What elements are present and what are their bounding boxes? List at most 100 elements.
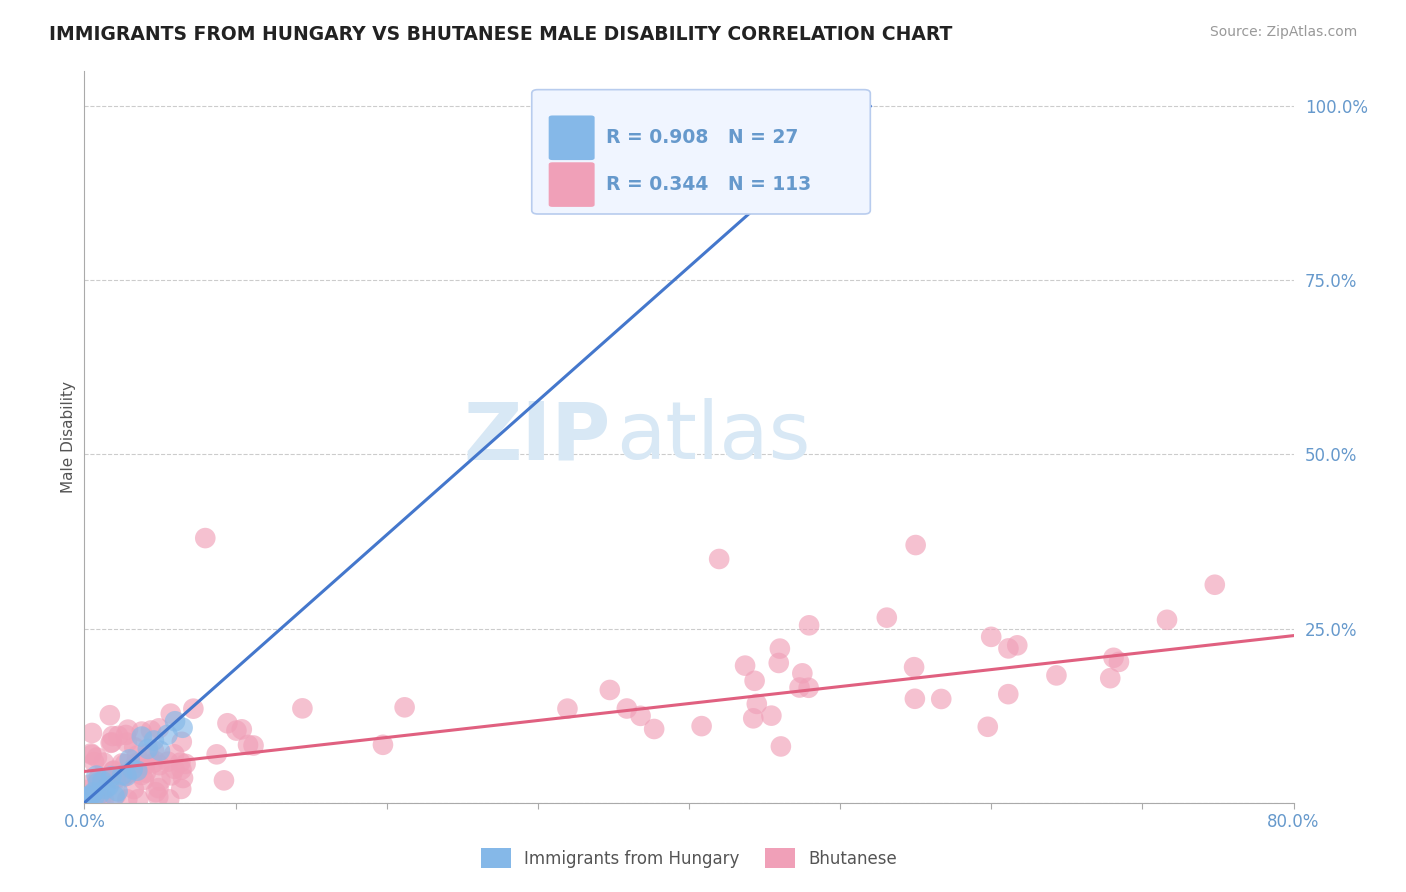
- Point: [142, 733, 165, 747]
- Point: [1099, 671, 1122, 685]
- Point: [163, 747, 186, 762]
- Point: [114, 756, 136, 771]
- Point: [86, 750, 108, 764]
- Point: [174, 756, 197, 771]
- Point: [134, 758, 156, 772]
- Point: [217, 716, 239, 731]
- Point: [132, 772, 155, 787]
- Point: [876, 610, 898, 624]
- Point: [159, 706, 181, 721]
- Point: [977, 720, 1000, 734]
- Point: [643, 722, 665, 736]
- Point: [115, 767, 138, 781]
- Point: [117, 792, 139, 806]
- Point: [115, 769, 138, 783]
- Point: [125, 748, 148, 763]
- Y-axis label: Male Disability: Male Disability: [60, 381, 76, 493]
- Point: [127, 764, 149, 778]
- Text: atlas: atlas: [616, 398, 811, 476]
- Text: Source: ZipAtlas.com: Source: ZipAtlas.com: [1209, 25, 1357, 39]
- Point: [980, 630, 1002, 644]
- Point: [115, 735, 138, 749]
- Point: [135, 765, 157, 780]
- Point: [84, 789, 107, 803]
- FancyBboxPatch shape: [548, 162, 595, 207]
- Point: [104, 789, 127, 803]
- Point: [903, 660, 925, 674]
- Point: [690, 719, 713, 733]
- Point: [163, 762, 186, 776]
- Point: [136, 742, 159, 756]
- Point: [172, 721, 194, 735]
- Point: [212, 773, 235, 788]
- Point: [769, 739, 792, 754]
- Point: [997, 687, 1019, 701]
- Point: [148, 781, 170, 796]
- Text: ZIP: ZIP: [463, 398, 610, 476]
- Point: [100, 736, 122, 750]
- Point: [82, 785, 104, 799]
- Point: [225, 723, 247, 738]
- Point: [93, 792, 115, 806]
- Point: [371, 738, 394, 752]
- Point: [83, 755, 105, 769]
- Point: [111, 768, 134, 782]
- Point: [742, 711, 765, 725]
- Point: [291, 701, 314, 715]
- Point: [630, 709, 652, 723]
- Point: [103, 764, 125, 779]
- Point: [149, 773, 172, 788]
- Point: [165, 714, 187, 729]
- Point: [156, 755, 179, 769]
- Text: R = 0.908   N = 27: R = 0.908 N = 27: [606, 128, 797, 147]
- Point: [98, 708, 121, 723]
- Point: [121, 763, 143, 777]
- Point: [97, 779, 120, 793]
- Point: [131, 768, 153, 782]
- Point: [86, 772, 108, 787]
- Point: [117, 723, 139, 737]
- Point: [139, 723, 162, 738]
- Point: [1007, 638, 1029, 652]
- Point: [734, 658, 756, 673]
- Point: [94, 781, 117, 796]
- Point: [797, 618, 820, 632]
- Point: [80, 726, 103, 740]
- Point: [904, 538, 927, 552]
- Point: [100, 735, 122, 749]
- Point: [170, 735, 193, 749]
- Point: [149, 744, 172, 758]
- Point: [744, 673, 766, 688]
- Point: [77, 778, 100, 792]
- Point: [170, 763, 193, 777]
- Point: [761, 708, 783, 723]
- Point: [89, 792, 111, 806]
- Point: [768, 656, 790, 670]
- Point: [183, 701, 205, 715]
- Point: [80, 747, 103, 761]
- Point: [111, 756, 134, 771]
- Point: [599, 682, 621, 697]
- Point: [87, 772, 110, 786]
- Point: [100, 769, 122, 783]
- Point: [114, 768, 136, 782]
- Point: [792, 666, 814, 681]
- Point: [125, 756, 148, 771]
- Point: [769, 641, 792, 656]
- Point: [128, 755, 150, 769]
- Point: [394, 700, 416, 714]
- Point: [143, 744, 166, 758]
- Point: [148, 722, 170, 736]
- Point: [745, 697, 768, 711]
- Point: [929, 692, 952, 706]
- Point: [616, 701, 638, 715]
- Point: [111, 770, 134, 784]
- Point: [122, 740, 145, 755]
- Point: [1108, 655, 1130, 669]
- Point: [242, 739, 264, 753]
- Point: [87, 775, 110, 789]
- Point: [118, 752, 141, 766]
- Point: [997, 641, 1019, 656]
- Point: [131, 724, 153, 739]
- Text: R = 0.344   N = 113: R = 0.344 N = 113: [606, 175, 811, 194]
